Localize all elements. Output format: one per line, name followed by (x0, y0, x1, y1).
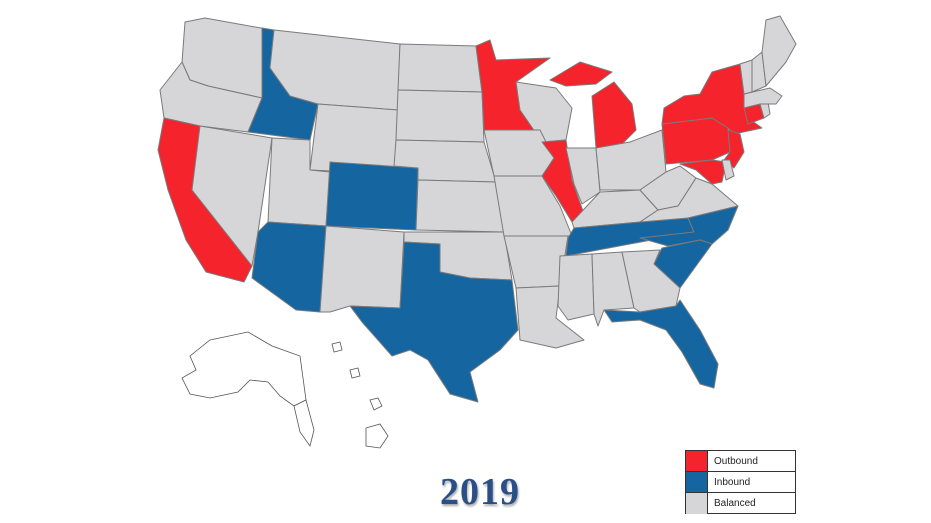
state-NV[interactable] (191, 125, 273, 267)
legend-swatch-outbound (686, 451, 708, 471)
state-MS[interactable] (557, 253, 595, 321)
state-MA[interactable] (743, 87, 783, 109)
year-label: 2019 (440, 471, 520, 513)
hawaii-maui-outline (369, 397, 383, 411)
state-ME[interactable] (761, 15, 797, 87)
legend-item-inbound: Inbound (686, 472, 795, 493)
state-IA[interactable] (483, 129, 555, 177)
hawaii-oahu-outline (349, 367, 361, 379)
legend-label-outbound: Outbound (714, 455, 758, 467)
alaska-outline (181, 331, 307, 407)
state-SD[interactable] (395, 89, 485, 143)
state-AR[interactable] (503, 235, 569, 289)
legend-item-outbound: Outbound (686, 451, 795, 472)
state-NJ[interactable] (723, 129, 745, 169)
state-KS[interactable] (415, 179, 505, 233)
legend-swatch-balanced (686, 493, 708, 514)
state-MD[interactable] (679, 159, 727, 185)
legend-item-balanced: Balanced (686, 493, 795, 514)
legend-label-inbound: Inbound (714, 476, 751, 488)
state-ND[interactable] (397, 43, 483, 93)
legend-swatch-inbound (686, 472, 708, 492)
state-MI[interactable] (591, 81, 637, 149)
state-PA[interactable] (661, 117, 731, 165)
state-GA[interactable] (621, 249, 681, 313)
state-AZ[interactable] (251, 221, 327, 313)
alaska-panhandle-outline (293, 399, 315, 447)
state-CO[interactable] (325, 161, 419, 231)
state-MI-UP[interactable] (549, 61, 613, 87)
hawaii-kauai-outline (331, 341, 343, 353)
legend: Outbound Inbound Balanced (685, 450, 796, 514)
state-DE[interactable] (721, 159, 735, 181)
hawaii-big-island-outline (365, 423, 389, 449)
state-TX[interactable] (349, 241, 519, 403)
state-MO[interactable] (493, 175, 573, 237)
state-FL[interactable] (603, 299, 719, 389)
state-IN[interactable] (565, 147, 601, 205)
legend-label-balanced: Balanced (714, 498, 756, 509)
state-NM[interactable] (319, 225, 405, 313)
